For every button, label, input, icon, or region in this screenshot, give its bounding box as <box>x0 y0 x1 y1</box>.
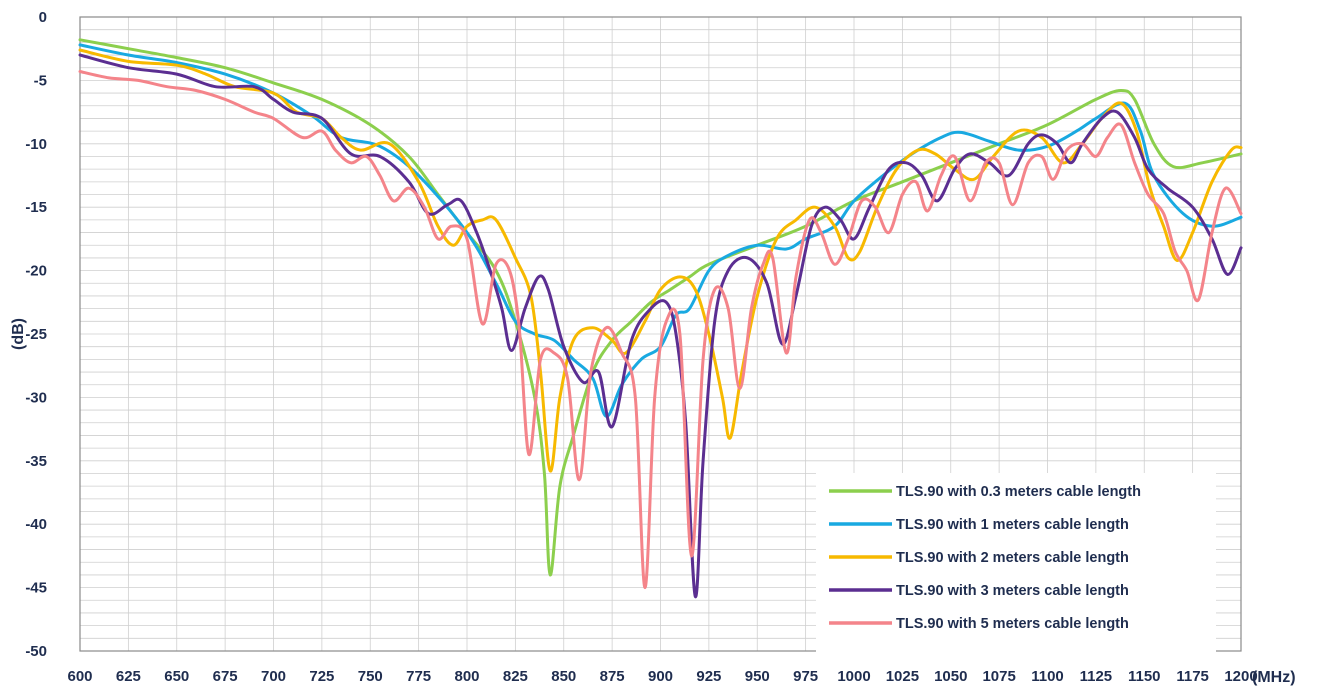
legend-label: TLS.90 with 3 meters cable length <box>896 583 1129 599</box>
legend-label: TLS.90 with 2 meters cable length <box>896 550 1129 566</box>
x-tick-label: 1150 <box>1128 668 1161 685</box>
legend-label: TLS.90 with 0.3 meters cable length <box>896 484 1141 500</box>
y-tick-label: -40 <box>25 516 47 533</box>
x-tick-label: 1000 <box>837 668 870 685</box>
x-tick-label: 1100 <box>1031 668 1064 685</box>
x-axis-label: (MHz) <box>1252 669 1296 686</box>
tick-labels: 600 625 650 675 700 725 750 775 800 825 850 875 900 9… <box>25 9 1257 685</box>
x-tick-label: 1175 <box>1176 668 1209 685</box>
x-tick-label: 725 <box>309 668 334 685</box>
plot-border <box>79 16 1242 652</box>
y-tick-label: -45 <box>25 580 47 597</box>
legend-label: TLS.90 with 1 meters cable length <box>896 517 1129 533</box>
x-tick-label: 850 <box>551 668 576 685</box>
y-tick-label: -10 <box>25 136 47 153</box>
x-tick-label: 775 <box>406 668 431 685</box>
y-tick-label: -30 <box>25 389 47 406</box>
x-tick-label: 1075 <box>982 668 1015 685</box>
x-tick-label: 700 <box>261 668 286 685</box>
legend-entries: TLS.90 with 0.3 meters cable length TLS.9… <box>829 484 1141 632</box>
y-axis-label: (dB) <box>10 318 27 350</box>
y-tick-label: -20 <box>25 263 47 280</box>
y-tick-label: -25 <box>25 326 47 343</box>
legend: TLS.90 with 0.3 meters cable length TLS.9… <box>816 473 1216 653</box>
x-tick-label: 825 <box>503 668 528 685</box>
y-tick-label: -50 <box>25 643 47 660</box>
x-tick-label: 800 <box>454 668 479 685</box>
x-tick-label: 975 <box>793 668 818 685</box>
y-tick-label: -35 <box>25 453 47 470</box>
y-tick-label: 0 <box>39 9 47 26</box>
x-tick-label: 1200 <box>1224 668 1257 685</box>
series-line-tls-90-with-5-meters-cable-length <box>78 70 1243 590</box>
series-lines <box>78 38 1243 599</box>
legend-label: TLS.90 with 5 meters cable length <box>896 616 1129 632</box>
x-tick-label: 750 <box>358 668 383 685</box>
x-tick-label: 875 <box>600 668 625 685</box>
x-tick-label: 925 <box>696 668 721 685</box>
y-tick-label: -5 <box>34 72 47 89</box>
x-tick-label: 600 <box>67 668 92 685</box>
x-tick-label: 1050 <box>934 668 967 685</box>
x-tick-label: 650 <box>164 668 189 685</box>
x-tick-label: 950 <box>745 668 770 685</box>
x-tick-label: 625 <box>116 668 141 685</box>
x-tick-label: 675 <box>213 668 238 685</box>
y-tick-label: -15 <box>25 199 47 216</box>
x-tick-label: 1025 <box>886 668 919 685</box>
x-tick-label: 900 <box>648 668 673 685</box>
x-tick-label: 1125 <box>1080 668 1113 685</box>
